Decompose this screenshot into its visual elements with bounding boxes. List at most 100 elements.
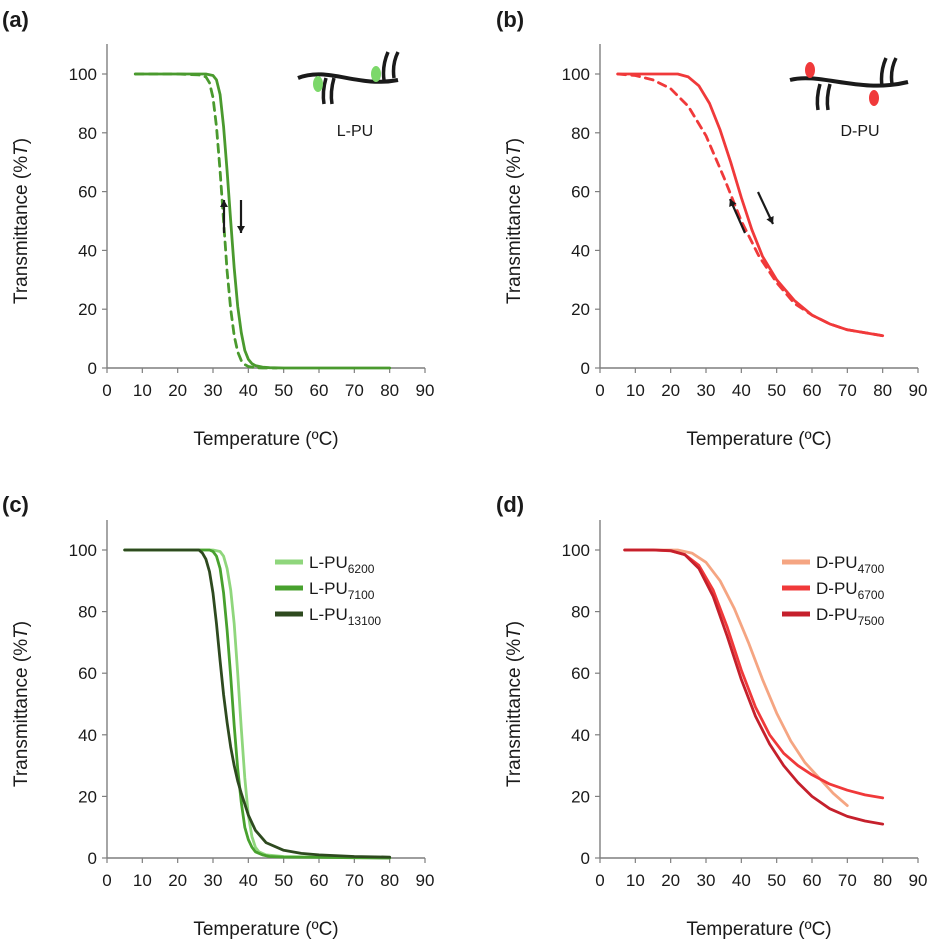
y-axis-title: Transmittance (%T)	[504, 621, 525, 787]
y-tick-label: 100	[69, 65, 97, 84]
x-tick-label: 30	[697, 381, 716, 400]
y-tick-label: 60	[78, 664, 97, 683]
y-tick-label: 40	[571, 726, 590, 745]
x-tick-label: 20	[168, 871, 187, 890]
x-tick-label: 50	[767, 381, 786, 400]
arrow-head	[729, 199, 737, 208]
y-tick-label: 60	[78, 183, 97, 202]
inset-chain	[789, 76, 909, 88]
x-tick-label: 30	[697, 871, 716, 890]
y-tick-label: 60	[571, 183, 590, 202]
y-tick-label: 80	[78, 603, 97, 622]
arrow-head	[766, 215, 774, 224]
panel-label: (d)	[496, 492, 524, 517]
x-axis-title: Temperature (ºC)	[686, 429, 831, 450]
x-tick-label: 30	[204, 871, 223, 890]
y-tick-label: 20	[78, 787, 97, 806]
x-tick-label: 50	[274, 871, 293, 890]
x-tick-label: 70	[345, 871, 364, 890]
legend-entry: D-PU7500	[816, 605, 885, 628]
y-tick-label: 0	[581, 849, 590, 868]
inset-label: L-PU	[337, 123, 373, 140]
x-tick-label: 60	[803, 381, 822, 400]
x-tick-label: 0	[102, 381, 111, 400]
x-tick-label: 0	[102, 871, 111, 890]
x-tick-label: 90	[909, 381, 928, 400]
legend-entry: D-PU4700	[816, 553, 885, 576]
panel-label: (a)	[2, 7, 29, 32]
series-line	[133, 72, 279, 370]
x-tick-label: 60	[310, 381, 329, 400]
y-tick-label: 0	[88, 849, 97, 868]
x-tick-label: 10	[133, 381, 152, 400]
x-tick-label: 70	[345, 381, 364, 400]
legend-entry: D-PU6700	[816, 579, 885, 602]
x-tick-label: 70	[838, 381, 857, 400]
x-tick-label: 0	[595, 381, 604, 400]
series-line	[133, 72, 392, 370]
inset-side-chain	[879, 57, 898, 87]
x-tick-label: 40	[239, 381, 258, 400]
x-tick-label: 20	[661, 381, 680, 400]
legend-entry: L-PU13100	[309, 605, 381, 628]
y-tick-label: 80	[78, 124, 97, 143]
y-axis-title: Transmittance (%T)	[504, 138, 525, 304]
legend-entry: L-PU6200	[309, 553, 375, 576]
x-tick-label: 50	[274, 381, 293, 400]
y-tick-label: 100	[562, 65, 590, 84]
inset-side-chain	[381, 51, 400, 81]
panel-label: (b)	[496, 7, 524, 32]
x-tick-label: 40	[239, 871, 258, 890]
x-tick-label: 20	[661, 871, 680, 890]
y-tick-label: 40	[571, 241, 590, 260]
x-axis-title: Temperature (ºC)	[686, 919, 831, 940]
series-line	[123, 548, 392, 859]
x-axis-title: Temperature (ºC)	[193, 429, 338, 450]
y-tick-label: 20	[571, 300, 590, 319]
y-tick-label: 100	[69, 541, 97, 560]
y-tick-label: 40	[78, 241, 97, 260]
panel-b: (b) 0 20 40 60 80 100 0 10 20 30 40 50 60 70 80 90 Temper…	[496, 7, 927, 450]
y-axis-title: Transmittance (%T)	[11, 138, 32, 304]
x-tick-label: 10	[133, 871, 152, 890]
inset-side-chain	[321, 77, 336, 105]
x-tick-label: 80	[380, 381, 399, 400]
x-tick-label: 10	[626, 381, 645, 400]
x-axis-title: Temperature (ºC)	[193, 919, 338, 940]
inset-moiety	[313, 76, 323, 92]
inset-label: D-PU	[840, 123, 879, 140]
x-tick-label: 0	[595, 871, 604, 890]
y-tick-label: 20	[78, 300, 97, 319]
series-line	[623, 548, 849, 807]
x-tick-label: 90	[416, 871, 435, 890]
series-line	[616, 72, 885, 338]
y-tick-label: 80	[571, 124, 590, 143]
inset-moiety	[869, 90, 879, 106]
y-tick-label: 80	[571, 603, 590, 622]
x-tick-label: 80	[873, 871, 892, 890]
x-tick-label: 10	[626, 871, 645, 890]
series-line	[616, 72, 885, 338]
panel-c: (c) 0 20 40 60 80 100 0 10 20 30 40 50 60 70 80 90 Temper…	[2, 492, 434, 940]
series-line	[623, 548, 885, 826]
inset-moiety	[371, 66, 381, 82]
x-tick-label: 60	[803, 871, 822, 890]
arrow-head	[220, 200, 228, 207]
x-tick-label: 30	[204, 381, 223, 400]
inset-moiety	[805, 62, 815, 78]
x-tick-label: 20	[168, 381, 187, 400]
x-tick-label: 90	[416, 381, 435, 400]
y-axis-title: Transmittance (%T)	[11, 621, 32, 787]
x-tick-label: 60	[310, 871, 329, 890]
panel-label: (c)	[2, 492, 29, 517]
y-tick-label: 0	[88, 359, 97, 378]
x-tick-label: 80	[873, 381, 892, 400]
x-tick-label: 70	[838, 871, 857, 890]
legend-entry: L-PU7100	[309, 579, 375, 602]
x-tick-label: 80	[380, 871, 399, 890]
y-tick-label: 60	[571, 664, 590, 683]
x-tick-label: 90	[909, 871, 928, 890]
panel-a: (a) 0 20 40 60 80 100 0 10 20 30 40 50 60 70 80 90 Temper…	[2, 7, 434, 450]
arrow-head	[237, 226, 245, 233]
